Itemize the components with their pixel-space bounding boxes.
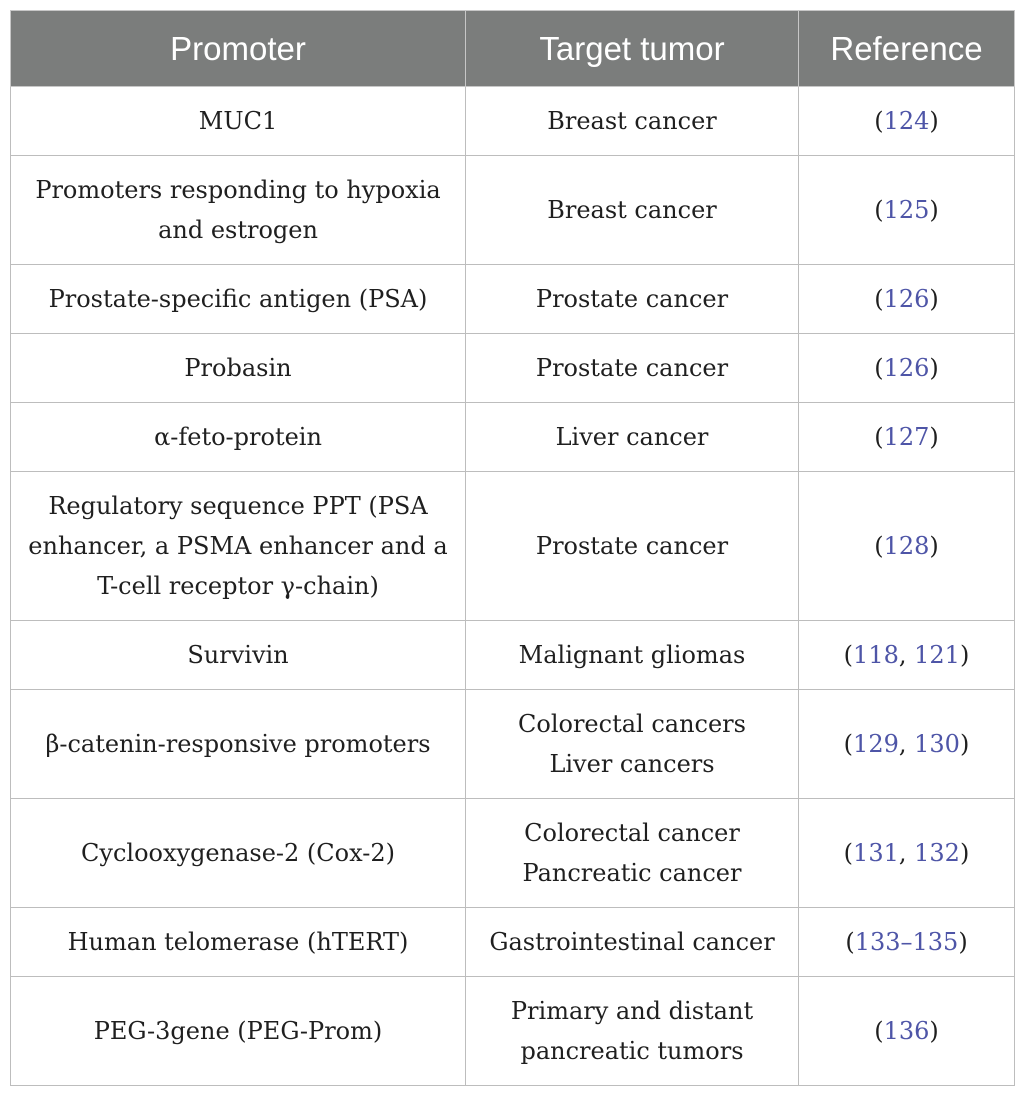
table-row: Regulatory sequence PPT (PSA enhancer, a … <box>10 471 1015 621</box>
target-tumor-cell: Breast cancer <box>465 86 799 156</box>
reference-link[interactable]: 133–135 <box>854 928 959 956</box>
target-tumor-cell: Malignant gliomas <box>465 620 799 690</box>
reference-cell: (127) <box>798 402 1015 472</box>
promoter-text: α-feto-protein <box>154 423 322 451</box>
promoter-text: β-catenin-responsive promoters <box>45 730 431 758</box>
promoter-cell: Survivin <box>10 620 466 690</box>
reference-cell: (118, 121) <box>798 620 1015 690</box>
reference-cell: (131, 132) <box>798 798 1015 908</box>
reference-cell: (125) <box>798 155 1015 265</box>
target-tumor-text: Colorectal cancer <box>524 819 740 847</box>
target-tumor-text: Breast cancer <box>547 107 717 135</box>
promoter-cell: β-catenin-responsive promoters <box>10 689 466 799</box>
reference-link[interactable]: 121 <box>914 641 960 669</box>
promoter-cell: α-feto-protein <box>10 402 466 472</box>
target-tumor-cell: Colorectal cancer Pancreatic cancer <box>465 798 799 908</box>
promoter-text: MUC1 <box>198 107 278 135</box>
promoter-cell: Prostate-specific antigen (PSA) <box>10 264 466 334</box>
reference-link[interactable]: 126 <box>883 354 930 382</box>
table-row: α-feto-protein Liver cancer (127) <box>10 402 1015 472</box>
header-promoter: Promoter <box>10 10 466 87</box>
promoter-cell: Promoters responding to hypoxia and estro… <box>10 155 466 265</box>
reference-cell: (136) <box>798 976 1015 1086</box>
promoter-cell: MUC1 <box>10 86 466 156</box>
promoter-text: PEG-3gene (PEG-Prom) <box>93 1017 383 1045</box>
target-tumor-text: Breast cancer <box>547 196 717 224</box>
target-tumor-text: Malignant gliomas <box>518 641 746 669</box>
target-tumor-cell: Prostate cancer <box>465 333 799 403</box>
reference-cell: (124) <box>798 86 1015 156</box>
reference-link[interactable]: 127 <box>883 423 930 451</box>
reference-link[interactable]: 130 <box>914 730 960 758</box>
target-tumor-text: Primary and distant <box>510 997 754 1025</box>
table-row: MUC1 Breast cancer (124) <box>10 86 1015 156</box>
table-row: Human telomerase (hTERT) Gastrointestinal… <box>10 907 1015 977</box>
promoter-text: and estrogen <box>158 216 318 244</box>
target-tumor-cell: Prostate cancer <box>465 264 799 334</box>
table-row: PEG-3gene (PEG-Prom) Primary and distant p… <box>10 976 1015 1086</box>
reference-cell: (133–135) <box>798 907 1015 977</box>
target-tumor-text: Liver cancer <box>555 423 709 451</box>
reference-link[interactable]: 132 <box>914 839 960 867</box>
promoter-text: Promoters responding to hypoxia <box>35 176 441 204</box>
reference-link[interactable]: 131 <box>853 839 899 867</box>
table-row: Prostate-specific antigen (PSA) Prostate … <box>10 264 1015 334</box>
target-tumor-text: Liver cancers <box>549 750 715 778</box>
table-body: MUC1 Breast cancer (124) Promoters respondi… <box>10 86 1015 1086</box>
promoter-text: Probasin <box>184 354 292 382</box>
table-row: Promoters responding to hypoxia and estro… <box>10 155 1015 265</box>
target-tumor-text: pancreatic tumors <box>520 1037 744 1065</box>
target-tumor-cell: Prostate cancer <box>465 471 799 621</box>
promoter-text: Prostate-specific antigen (PSA) <box>48 285 428 313</box>
reference-cell: (126) <box>798 264 1015 334</box>
target-tumor-cell: Colorectal cancers Liver cancers <box>465 689 799 799</box>
promoter-cell: Cyclooxygenase-2 (Cox-2) <box>10 798 466 908</box>
target-tumor-text: Gastrointestinal cancer <box>489 928 775 956</box>
reference-link[interactable]: 136 <box>883 1017 930 1045</box>
promoter-text: Regulatory sequence PPT (PSA <box>48 492 428 520</box>
promoter-cell: Human telomerase (hTERT) <box>10 907 466 977</box>
promoter-text: enhancer, a PSMA enhancer and a <box>28 532 448 560</box>
promoter-cell: Probasin <box>10 333 466 403</box>
reference-link[interactable]: 125 <box>883 196 930 224</box>
promoter-text: T-cell receptor γ-chain) <box>97 572 379 600</box>
reference-link[interactable]: 128 <box>883 532 930 560</box>
promoter-text: Cyclooxygenase-2 (Cox-2) <box>81 839 395 867</box>
promoter-table: Promoter Target tumor Reference MUC1 Brea… <box>10 10 1015 1086</box>
target-tumor-cell: Breast cancer <box>465 155 799 265</box>
header-reference: Reference <box>798 10 1015 87</box>
target-tumor-cell: Liver cancer <box>465 402 799 472</box>
target-tumor-cell: Primary and distant pancreatic tumors <box>465 976 799 1086</box>
target-tumor-text: Colorectal cancers <box>518 710 746 738</box>
reference-cell: (128) <box>798 471 1015 621</box>
reference-cell: (126) <box>798 333 1015 403</box>
reference-link[interactable]: 129 <box>853 730 899 758</box>
target-tumor-text: Prostate cancer <box>535 532 729 560</box>
reference-link[interactable]: 126 <box>883 285 930 313</box>
table-row: β-catenin-responsive promoters Colorectal… <box>10 689 1015 799</box>
target-tumor-text: Prostate cancer <box>535 354 729 382</box>
reference-cell: (129, 130) <box>798 689 1015 799</box>
reference-link[interactable]: 124 <box>883 107 930 135</box>
target-tumor-text: Prostate cancer <box>535 285 729 313</box>
reference-link[interactable]: 118 <box>853 641 899 669</box>
promoter-cell: Regulatory sequence PPT (PSA enhancer, a … <box>10 471 466 621</box>
header-target-tumor: Target tumor <box>465 10 799 87</box>
table-row: Cyclooxygenase-2 (Cox-2) Colorectal cance… <box>10 798 1015 908</box>
table-row: Probasin Prostate cancer (126) <box>10 333 1015 403</box>
promoter-text: Human telomerase (hTERT) <box>67 928 409 956</box>
target-tumor-text: Pancreatic cancer <box>522 859 742 887</box>
promoter-cell: PEG-3gene (PEG-Prom) <box>10 976 466 1086</box>
header-row: Promoter Target tumor Reference <box>10 10 1015 87</box>
target-tumor-cell: Gastrointestinal cancer <box>465 907 799 977</box>
table-row: Survivin Malignant gliomas (118, 121) <box>10 620 1015 690</box>
promoter-text: Survivin <box>187 641 289 669</box>
